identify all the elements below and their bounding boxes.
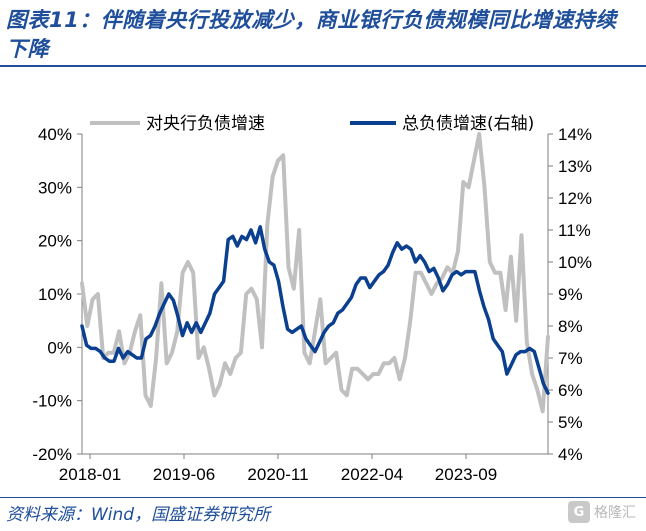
watermark: G 格隆汇 (568, 501, 636, 523)
title-underline (0, 65, 646, 67)
chart-legend: 对央行负债增速 总负债增速(右轴) (90, 114, 534, 134)
right-tick-label: 6% (558, 381, 583, 400)
legend-label: 对央行负债增速 (146, 114, 265, 134)
chart-title: 图表11：伴随着央行投放减少，商业银行负债规模同比增速持续下降 (6, 8, 617, 61)
watermark-logo-icon: G (568, 501, 590, 523)
series-line-central-bank-liabilities (80, 132, 550, 414)
x-tick-label: 2019-06 (153, 465, 215, 484)
left-tick-label: 10% (38, 285, 72, 304)
right-tick-label: 13% (558, 157, 592, 176)
right-tick-label: 8% (558, 317, 583, 336)
x-tick-label: 2023-09 (435, 465, 497, 484)
left-tick-label: 0% (47, 338, 72, 357)
right-tick-label: 11% (558, 221, 591, 240)
x-tick-label: 2020-11 (247, 465, 308, 484)
left-tick-label: -10% (32, 392, 72, 411)
right-tick-label: 5% (558, 413, 583, 432)
right-tick-label: 7% (558, 349, 583, 368)
left-tick-label: -20% (32, 445, 72, 464)
source-note: 资料来源：Wind，国盛证券研究所 (6, 505, 271, 525)
chart-axes: 40% 30% 20% 10% 0% -10% -20% 14% 13% 12% 11% 10% 9% 8… (32, 125, 592, 484)
x-tick-label: 2018-01 (59, 465, 121, 484)
left-tick-label: 40% (38, 125, 72, 144)
right-tick-label: 10% (558, 253, 592, 272)
series-line-total-liabilities (80, 225, 550, 395)
x-tick-label: 2022-04 (341, 465, 403, 484)
right-tick-label: 12% (558, 189, 592, 208)
right-tick-label: 14% (558, 125, 592, 144)
left-tick-label: 20% (38, 232, 72, 251)
chart-lines (80, 132, 550, 414)
right-tick-label: 4% (558, 445, 583, 464)
legend-label: 总负债增速(右轴) (402, 114, 534, 134)
line-chart: 40% 30% 20% 10% 0% -10% -20% 14% 13% 12% 11% 10% 9% 8… (32, 114, 592, 484)
footer-rule (0, 497, 646, 498)
left-tick-label: 30% (38, 178, 72, 197)
watermark-text: 格隆汇 (594, 505, 636, 521)
right-tick-label: 9% (558, 285, 583, 304)
